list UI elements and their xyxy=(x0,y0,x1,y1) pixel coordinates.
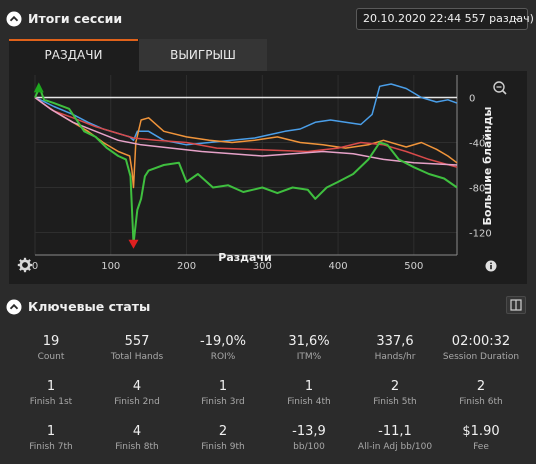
stat-cell: 1 Finish 1st xyxy=(8,379,94,407)
tab-winnings[interactable]: ВЫИГРЫШ xyxy=(139,39,267,71)
stat-label: Finish 1st xyxy=(29,397,73,407)
stat-cell: 2 Finish 5th xyxy=(352,379,438,407)
y-axis-label: Большие блайнды xyxy=(481,106,494,225)
series-line xyxy=(34,96,458,166)
stat-label: ITM% xyxy=(296,352,322,362)
stat-label: Count xyxy=(37,352,65,362)
session-select[interactable]: 20.10.2020 22:44 557 раздач) ⌄ xyxy=(356,8,534,30)
stat-label: Finish 4th xyxy=(287,397,331,407)
stat-label: Finish 2nd xyxy=(114,397,160,407)
session-summary-header: Итоги сессии 20.10.2020 22:44 557 раздач… xyxy=(0,2,536,34)
settings-gear-icon[interactable] xyxy=(17,257,33,273)
stat-value: 4 xyxy=(132,424,142,439)
tab-hands[interactable]: РАЗДАЧИ xyxy=(9,39,138,71)
stat-cell: -11,1 All-in Adj bb/100 xyxy=(352,424,438,452)
stat-label: Finish 6th xyxy=(459,397,503,407)
key-stats-header: Ключевые статы xyxy=(0,290,536,322)
stat-value: 1 xyxy=(46,379,56,394)
min-marker-triangle xyxy=(128,239,139,249)
stat-cell: 1 Finish 3rd xyxy=(180,379,266,407)
collapse-chevron-icon[interactable] xyxy=(6,11,22,27)
stat-value: 31,6% xyxy=(288,334,330,349)
stat-label: All-in Adj bb/100 xyxy=(357,442,433,452)
x-tick-label: 100 xyxy=(101,261,120,272)
stat-value: -13,9 xyxy=(292,424,326,439)
stat-label: Total Hands xyxy=(110,352,164,362)
stat-label: ROI% xyxy=(210,352,236,362)
winnings-chart: 0 100 200 300 400 500 0 -40 -80 -120 Раздачи Боль… xyxy=(32,75,507,272)
stat-value: -11,1 xyxy=(378,424,412,439)
stat-label: Finish 8th xyxy=(115,442,159,452)
stat-cell: 19 Count xyxy=(8,334,94,362)
stat-cell: 31,6% ITM% xyxy=(266,334,352,362)
stat-cell: 557 Total Hands xyxy=(94,334,180,362)
stat-value: 19 xyxy=(42,334,60,349)
layout-toggle-button[interactable] xyxy=(506,296,526,314)
x-tick-label: 0 xyxy=(32,261,38,272)
stat-label: Hands/hr xyxy=(374,352,416,362)
stat-label: Finish 9th xyxy=(201,442,245,452)
series-line xyxy=(34,83,458,146)
stat-value: 2 xyxy=(390,379,400,394)
stat-value: 1 xyxy=(218,379,228,394)
stat-value: 4 xyxy=(132,379,142,394)
max-marker-triangle xyxy=(33,82,44,93)
stat-label: Finish 7th xyxy=(29,442,73,452)
stat-cell: 4 Finish 8th xyxy=(94,424,180,452)
chevron-down-icon: ⌄ xyxy=(512,12,521,23)
stat-label: Fee xyxy=(473,442,489,452)
stat-cell: 4 Finish 2nd xyxy=(94,379,180,407)
x-tick-label: 500 xyxy=(404,261,423,272)
stat-cell: 1 Finish 7th xyxy=(8,424,94,452)
zoom-out-icon[interactable] xyxy=(493,81,507,95)
stat-cell: $1.90 Fee xyxy=(438,424,524,452)
stat-value: -19,0% xyxy=(200,334,246,349)
info-icon[interactable] xyxy=(485,260,497,272)
stat-value: 557 xyxy=(124,334,150,349)
stat-value: 1 xyxy=(304,379,314,394)
series-line xyxy=(34,96,458,168)
stat-value: 2 xyxy=(476,379,486,394)
x-axis-label: Раздачи xyxy=(218,251,271,264)
session-summary-title: Итоги сессии xyxy=(28,11,123,26)
collapse-chevron-icon[interactable] xyxy=(6,299,22,315)
columns-icon xyxy=(510,299,522,311)
x-tick-label: 400 xyxy=(329,261,348,272)
stat-label: Finish 3rd xyxy=(201,397,245,407)
x-tick-label: 300 xyxy=(253,261,272,272)
x-tick-label: 200 xyxy=(177,261,196,272)
key-stats-title: Ключевые статы xyxy=(28,299,151,314)
stat-value: 337,6 xyxy=(376,334,414,349)
stat-value: 1 xyxy=(46,424,56,439)
stat-cell: 2 Finish 9th xyxy=(180,424,266,452)
stat-cell: -19,0% ROI% xyxy=(180,334,266,362)
stat-cell: 337,6 Hands/hr xyxy=(352,334,438,362)
stat-label: Session Duration xyxy=(442,352,520,362)
y-tick-label: -80 xyxy=(469,184,485,195)
stat-cell: 2 Finish 6th xyxy=(438,379,524,407)
stat-label: bb/100 xyxy=(293,442,325,452)
stat-value: $1.90 xyxy=(462,424,500,439)
y-tick-label: -40 xyxy=(469,139,485,150)
session-select-value: 20.10.2020 22:44 557 раздач) xyxy=(363,12,534,25)
stat-label: Finish 5th xyxy=(373,397,417,407)
y-tick-label: 0 xyxy=(469,94,475,105)
y-tick-label: -120 xyxy=(469,229,492,240)
stat-cell: 1 Finish 4th xyxy=(266,379,352,407)
chart-panel: РАЗДАЧИ ВЫИГРЫШ 0 100 200 300 400 500 0 -40 -80 -… xyxy=(9,39,527,284)
stat-cell: 02:00:32 Session Duration xyxy=(438,334,524,362)
stat-cell: -13,9 bb/100 xyxy=(266,424,352,452)
stat-value: 2 xyxy=(218,424,228,439)
stat-value: 02:00:32 xyxy=(451,334,511,349)
series-line xyxy=(34,86,458,245)
